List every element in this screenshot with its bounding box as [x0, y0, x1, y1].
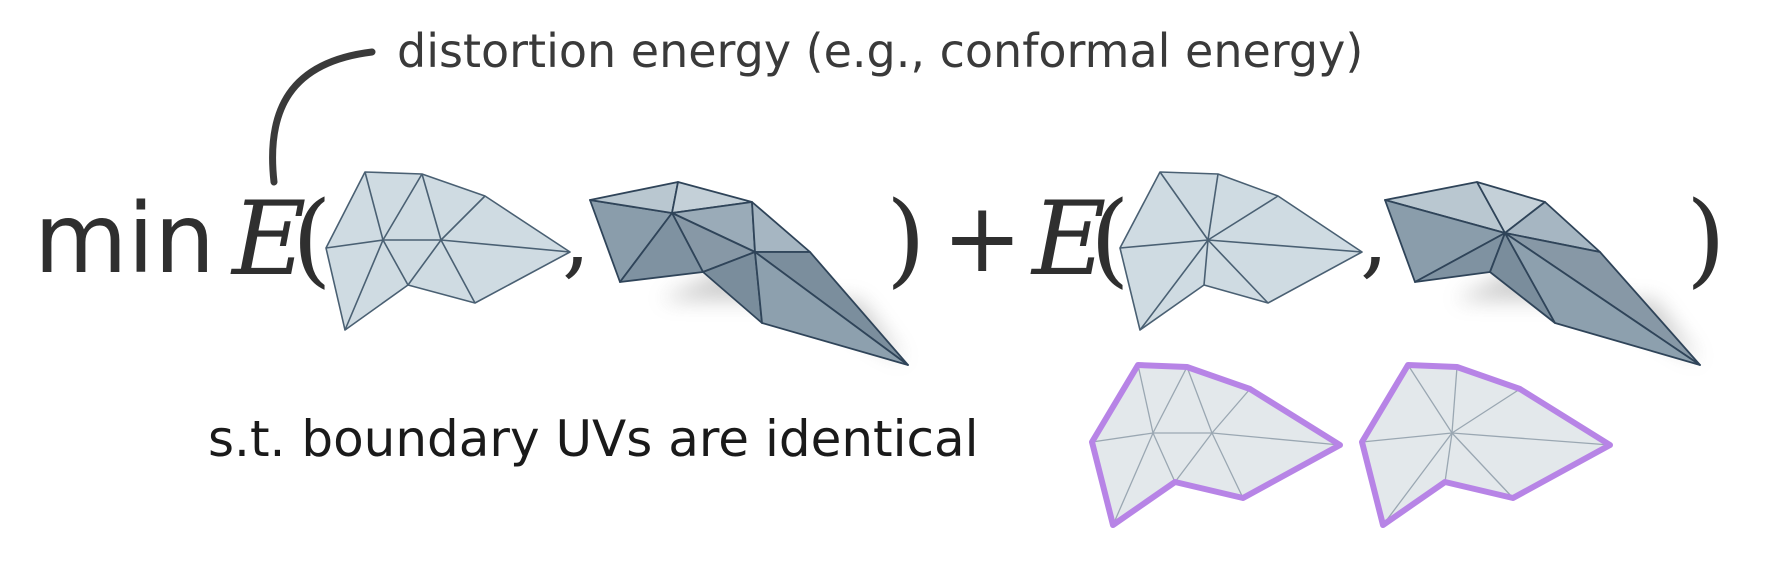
min-operator: min	[34, 183, 216, 295]
energy-symbol-2: E	[1032, 180, 1107, 299]
annotation-label: distortion energy (e.g., conformal energ…	[397, 24, 1364, 78]
comma-2: ,	[1360, 184, 1389, 289]
flat-mesh-2	[1119, 171, 1363, 331]
open-paren-1: (	[292, 180, 332, 299]
energy-symbol-1: E	[232, 180, 307, 299]
open-paren-2: (	[1090, 180, 1130, 299]
annotation-leader-line	[269, 48, 376, 186]
comma-1: ,	[562, 184, 591, 289]
folded-mesh-2	[1384, 181, 1701, 366]
uv-patch-1	[1089, 362, 1343, 528]
folded-mesh-1	[589, 181, 909, 366]
constraint-label: s.t. boundary UVs are identical	[208, 410, 979, 468]
close-paren-1: )	[886, 180, 926, 299]
plus-operator: +	[942, 182, 1023, 294]
uv-patch-2	[1359, 362, 1613, 528]
flat-mesh-1	[325, 171, 571, 331]
close-paren-2: )	[1686, 180, 1726, 299]
